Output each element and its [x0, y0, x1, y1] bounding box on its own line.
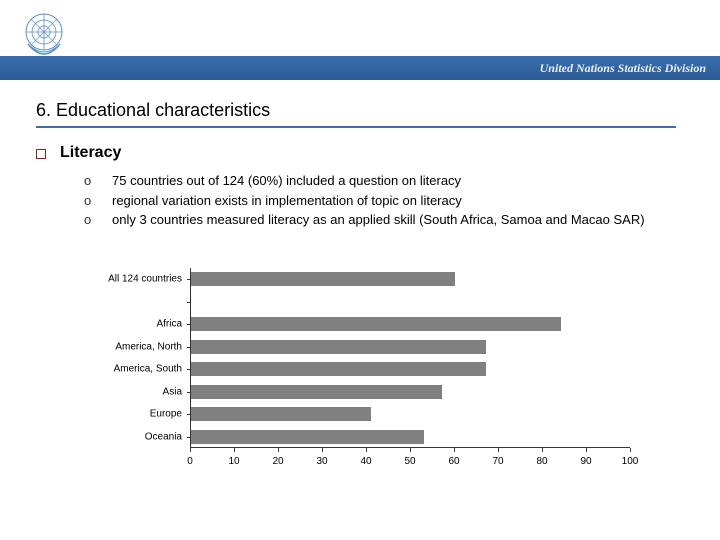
sub-bullet-list: o 75 countries out of 124 (60%) included…: [84, 172, 676, 231]
y-axis-labels: All 124 countries Africa America, North Ame…: [80, 268, 186, 448]
x-tick: [498, 448, 499, 452]
header-band: United Nations Statistics Division: [0, 0, 720, 80]
x-tick-label: 90: [580, 456, 591, 467]
bullet-marker: o: [84, 172, 112, 190]
x-tick: [234, 448, 235, 452]
list-item: o 75 countries out of 124 (60%) included…: [84, 172, 676, 190]
x-tick-label: 10: [228, 456, 239, 467]
bar: [191, 430, 424, 444]
x-tick: [366, 448, 367, 452]
y-axis-label: America, North: [115, 341, 182, 352]
x-tick: [454, 448, 455, 452]
x-tick: [278, 448, 279, 452]
x-tick-label: 80: [536, 456, 547, 467]
bar: [191, 272, 455, 286]
bullet-marker: o: [84, 192, 112, 210]
bullet-text: 75 countries out of 124 (60%) included a…: [112, 172, 676, 190]
bar: [191, 385, 442, 399]
division-title: United Nations Statistics Division: [540, 61, 706, 76]
y-axis-label: America, South: [114, 364, 182, 375]
y-axis-label: Africa: [156, 319, 182, 330]
x-tick: [630, 448, 631, 452]
y-axis-label: Asia: [163, 386, 182, 397]
y-axis-label: All 124 countries: [108, 274, 182, 285]
bar: [191, 362, 486, 376]
bullet-text: only 3 countries measured literacy as an…: [112, 211, 676, 229]
list-item: o only 3 countries measured literacy as …: [84, 211, 676, 229]
x-tick-label: 20: [272, 456, 283, 467]
y-tick: [187, 302, 191, 303]
un-logo: [18, 6, 70, 58]
heading-bullet: [36, 149, 46, 159]
list-item: o regional variation exists in implement…: [84, 192, 676, 210]
header-stripe: United Nations Statistics Division: [0, 56, 720, 80]
x-tick-label: 70: [492, 456, 503, 467]
x-tick: [190, 448, 191, 452]
bar: [191, 317, 561, 331]
x-tick-label: 100: [622, 456, 639, 467]
x-tick-label: 0: [187, 456, 193, 467]
x-tick-label: 60: [448, 456, 459, 467]
x-tick: [410, 448, 411, 452]
x-tick-label: 50: [404, 456, 415, 467]
x-tick-label: 30: [316, 456, 327, 467]
slide-title: 6. Educational characteristics: [36, 100, 270, 121]
y-axis-label: Europe: [150, 409, 182, 420]
plot-area: [190, 268, 630, 448]
section-heading: Literacy: [60, 144, 121, 162]
y-axis-label: Oceania: [145, 431, 182, 442]
x-tick: [586, 448, 587, 452]
bar: [191, 407, 371, 421]
title-underline: [36, 126, 676, 128]
bar: [191, 340, 486, 354]
bullet-text: regional variation exists in implementat…: [112, 192, 676, 210]
bar-chart: All 124 countries Africa America, North Ame…: [80, 268, 640, 493]
x-tick: [542, 448, 543, 452]
bullet-marker: o: [84, 211, 112, 229]
x-tick-label: 40: [360, 456, 371, 467]
x-tick: [322, 448, 323, 452]
